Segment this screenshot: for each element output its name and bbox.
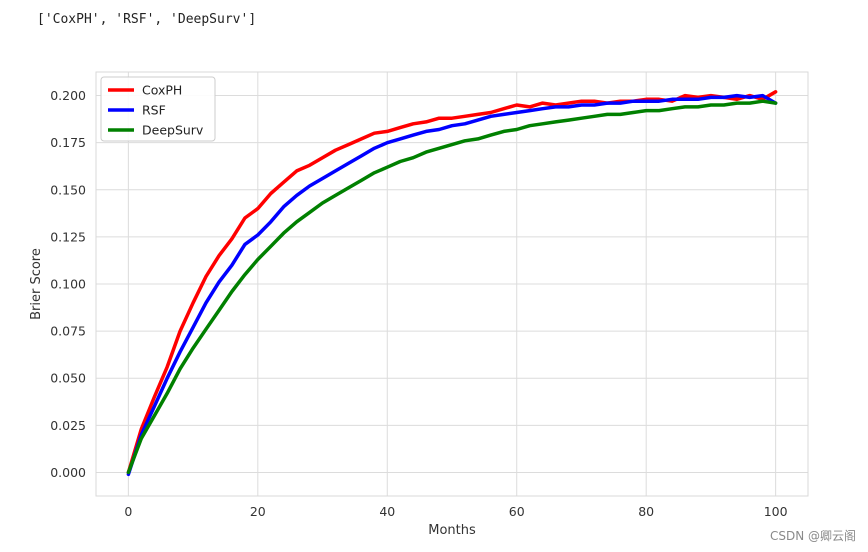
watermark-text: CSDN @卿云阁: [769, 529, 856, 543]
y-tick-label: 0.150: [50, 182, 86, 197]
x-tick-label: 100: [764, 504, 788, 519]
plot-frame: [95, 71, 809, 497]
series-line-deepsurv: [126, 99, 778, 475]
y-tick-label: 0.000: [50, 465, 86, 480]
x-axis-label: Months: [428, 523, 476, 538]
y-tick-label: 0.125: [50, 229, 86, 244]
legend-label-deepsurv: DeepSurv: [142, 123, 204, 138]
chart-ticks: 0 20 40 60 80 100 0.000 0.025 0.050 0.075 0.100 0.1…: [50, 88, 787, 519]
legend-box: [100, 76, 216, 142]
series-line-coxph: [126, 90, 778, 475]
y-tick-label: 0.050: [50, 371, 86, 386]
y-axis-label: Brier Score: [29, 248, 44, 320]
x-tick-label: 80: [638, 504, 654, 519]
y-tick-label: 0.100: [50, 277, 86, 292]
legend-label-rsf: RSF: [142, 103, 166, 118]
x-tick-label: 20: [250, 504, 266, 519]
x-tick-label: 0: [124, 504, 132, 519]
y-tick-label: 0.175: [50, 135, 86, 150]
series-line-rsf: [126, 93, 778, 477]
y-tick-label: 0.075: [50, 324, 86, 339]
x-tick-label: 40: [379, 504, 395, 519]
legend-label-coxph: CoxPH: [142, 83, 182, 98]
chart-lines: [126, 90, 778, 477]
x-tick-label: 60: [509, 504, 525, 519]
y-tick-label: 0.200: [50, 88, 86, 103]
chart-grid: [96, 72, 808, 496]
code-output-text: ['CoxPH', 'RSF', 'DeepSurv']: [37, 12, 257, 27]
chart-legend: CoxPH RSF DeepSurv: [100, 76, 216, 142]
y-tick-label: 0.025: [50, 418, 86, 433]
